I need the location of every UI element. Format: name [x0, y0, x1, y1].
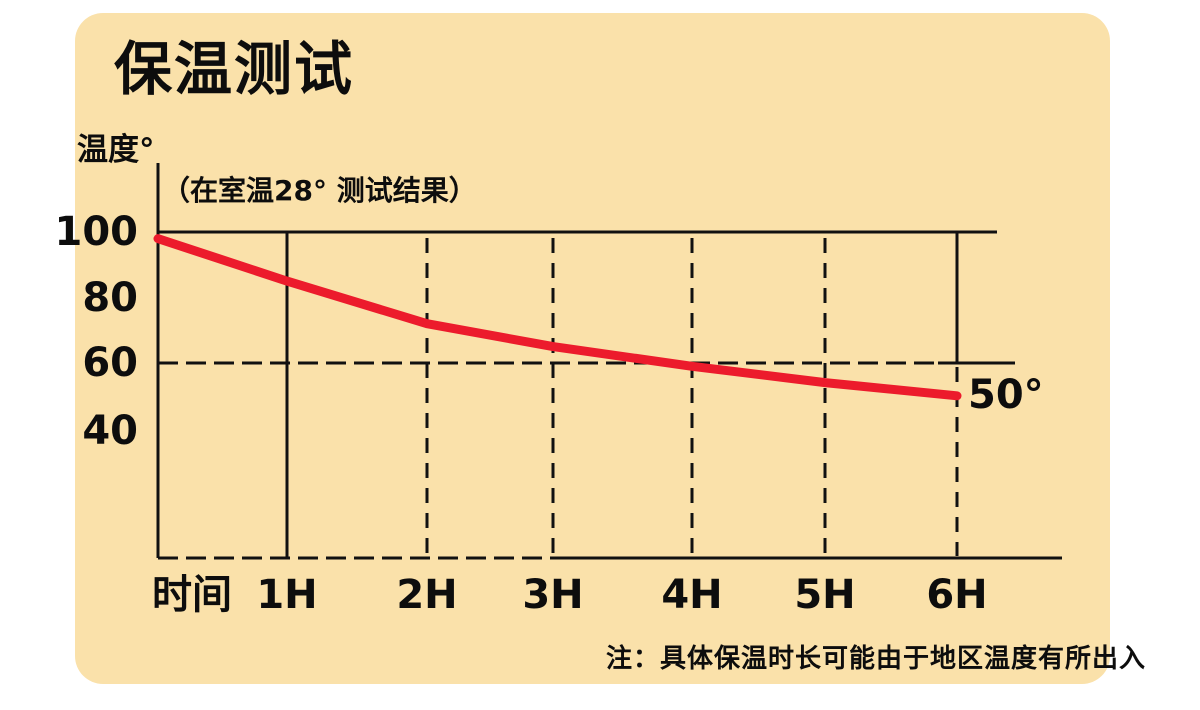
- chart-note: 注：具体保温时长可能由于地区温度有所出入: [606, 644, 1147, 674]
- x-tick-6h: 6H: [926, 572, 988, 618]
- y-tick-40: 40: [82, 408, 138, 454]
- temperature-curve: [153, 234, 962, 401]
- y-tick-100: 100: [54, 209, 139, 255]
- y-axis-label: 温度°: [77, 132, 155, 168]
- y-tick-80: 80: [82, 275, 138, 321]
- x-tick-2h: 2H: [396, 572, 458, 618]
- chart-subtitle: （在室温28° 测试结果）: [162, 174, 477, 207]
- x-tick-time: 时间: [152, 572, 232, 618]
- end-temperature-label: 50°: [968, 372, 1044, 418]
- x-tick-5h: 5H: [794, 572, 856, 618]
- chart-title: 保温测试: [114, 35, 355, 103]
- x-tick-1h: 1H: [256, 572, 318, 618]
- x-tick-3h: 3H: [522, 572, 584, 618]
- x-tick-4h: 4H: [661, 572, 723, 618]
- y-tick-60: 60: [82, 340, 138, 386]
